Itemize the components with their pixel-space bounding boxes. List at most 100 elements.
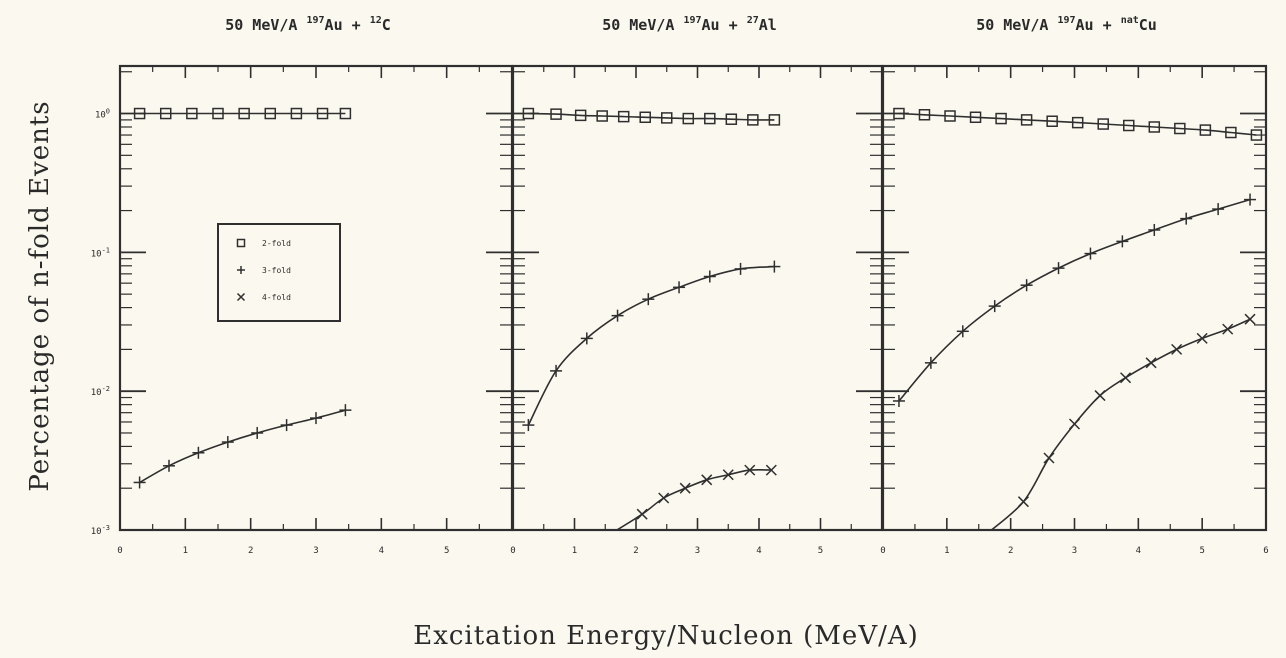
data-point <box>1020 279 1033 292</box>
data-point <box>722 469 734 481</box>
x-tick-label: 2 <box>248 546 253 556</box>
data-point <box>661 112 673 124</box>
data-point-b <box>1244 313 1256 325</box>
series-3-fold <box>522 260 781 432</box>
data-point-b <box>722 469 734 481</box>
panel-title-3-m1: Au + <box>1076 16 1121 34</box>
panel-title-2: 50 MeV/A 197Au + 27Al <box>602 15 777 34</box>
data-point <box>768 114 781 126</box>
data-point <box>522 107 535 120</box>
data-point <box>924 356 937 369</box>
panel-title-3-pre: 50 MeV/A <box>976 16 1057 34</box>
data-point <box>264 107 277 120</box>
x-tick-label: 1 <box>183 546 188 556</box>
data-point <box>1174 122 1186 135</box>
data-point <box>704 112 716 125</box>
data-point <box>550 108 562 120</box>
data-point <box>768 260 781 273</box>
legend-marker-square <box>236 238 246 248</box>
data-point <box>682 112 695 125</box>
series-2-fold <box>893 107 1263 141</box>
panel-title-2-pre: 50 MeV/A <box>602 16 683 34</box>
x-tick-label: 3 <box>695 546 700 556</box>
data-point-b <box>1017 496 1029 508</box>
y-tick-label: 10-3 <box>91 524 110 537</box>
data-point <box>1148 121 1161 133</box>
series-line <box>898 112 1257 136</box>
series-3-fold <box>133 404 352 489</box>
data-point <box>1020 114 1033 126</box>
data-point-b <box>1094 390 1106 402</box>
panel-title-3-s1: 197 <box>1057 15 1075 26</box>
data-point <box>580 332 593 345</box>
panel-title-1-s1: 197 <box>306 15 324 26</box>
data-point <box>1171 343 1183 355</box>
data-point <box>522 419 535 432</box>
y-tick-label-exp: -1 <box>102 246 110 254</box>
panel-title-1-s2: 12 <box>370 15 382 26</box>
series-4-fold <box>615 464 777 530</box>
data-point <box>1180 212 1193 225</box>
panel-title-1: 50 MeV/A 197Au + 12C <box>225 15 391 34</box>
data-point <box>1052 262 1065 275</box>
data-point <box>1116 235 1129 248</box>
data-point <box>133 476 146 489</box>
data-point <box>1071 116 1084 129</box>
legend-marker-cross <box>236 292 246 302</box>
data-point <box>1123 119 1135 132</box>
data-point <box>251 426 264 439</box>
data-point <box>221 436 234 449</box>
data-point <box>212 107 224 120</box>
x-tick-label: 0 <box>880 546 885 556</box>
data-point <box>725 113 738 125</box>
x-tick-label: 4 <box>1136 546 1141 556</box>
data-point <box>163 459 175 472</box>
panel-3: 50 MeV/A 197Au + natCu 0 1 2 3 4 5 6 <box>880 15 1268 556</box>
series-line <box>528 112 775 121</box>
data-point <box>339 107 352 120</box>
data-point <box>550 364 563 377</box>
legend-marker-plus <box>237 266 245 274</box>
data-point-b <box>744 464 756 476</box>
data-point <box>969 111 982 124</box>
data-point <box>956 325 969 338</box>
x-tick-label: 5 <box>1199 546 1204 556</box>
x-tick-label: 2 <box>1008 546 1013 556</box>
data-point <box>1094 390 1106 402</box>
data-point <box>316 107 329 120</box>
data-point <box>339 404 352 417</box>
series-3-fold <box>892 193 1257 407</box>
panel-frame-2 <box>511 64 884 532</box>
x-tick-label: 5 <box>818 546 823 556</box>
data-point <box>703 270 716 283</box>
data-point <box>290 107 303 120</box>
data-point <box>574 109 587 122</box>
data-point <box>995 112 1007 125</box>
y-tick-label-exp: 0 <box>106 108 110 116</box>
data-point-b <box>1068 418 1081 430</box>
panel-title-3-m2: Cu <box>1139 16 1157 34</box>
data-point <box>988 300 1001 313</box>
data-point <box>893 107 905 120</box>
series-2-fold <box>133 107 352 120</box>
data-point-b <box>658 492 670 504</box>
x-tick-label: 2 <box>633 546 638 556</box>
y-tick-label: 10-2 <box>91 385 110 398</box>
panel-title-3: 50 MeV/A 197Au + natCu <box>976 15 1157 34</box>
series-line <box>898 198 1251 402</box>
data-point <box>639 111 651 124</box>
data-point <box>747 114 759 126</box>
data-point <box>133 107 146 120</box>
data-point <box>1084 247 1097 260</box>
series-4-fold <box>990 313 1256 530</box>
data-point <box>1046 115 1058 127</box>
data-point <box>1145 357 1157 369</box>
data-point <box>1212 203 1225 216</box>
panel-title-3-s2: nat <box>1121 15 1139 26</box>
data-point-b <box>636 508 648 520</box>
y-tick-label-base: 10 <box>91 388 102 398</box>
data-point <box>679 482 691 494</box>
data-point <box>734 262 747 275</box>
data-point <box>1120 372 1132 384</box>
